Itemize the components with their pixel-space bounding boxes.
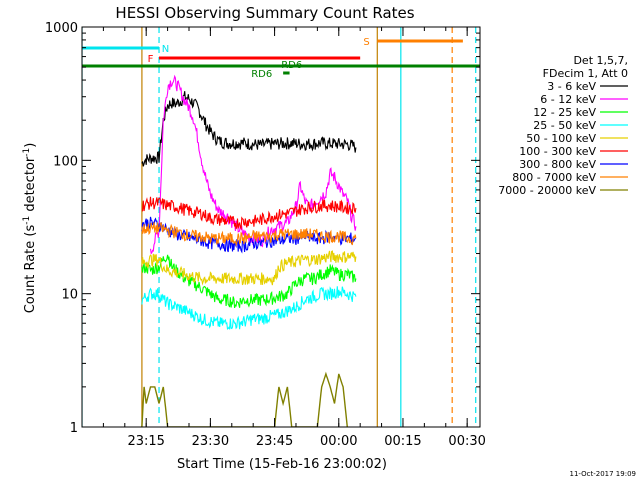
flag-label-s-2: S	[363, 37, 369, 48]
plot-area	[82, 27, 480, 427]
y-tick-label: 1000	[45, 21, 78, 36]
series-line-7	[141, 222, 357, 247]
y-axis-label-mid: detector	[23, 156, 38, 216]
x-tick-label: 00:15	[384, 434, 421, 449]
series-line-6	[141, 216, 357, 254]
plot-frame	[81, 26, 481, 428]
series-line-5	[141, 196, 357, 231]
flag-label-n-0: N	[162, 44, 169, 55]
y-axis-label: Count Rate (s-1 detector-1)	[22, 143, 38, 314]
y-tick-label: 10	[61, 288, 78, 303]
x-tick-label: 23:45	[256, 434, 293, 449]
legend-label: 12 - 25 keV	[533, 106, 596, 119]
legend-label: 100 - 300 keV	[519, 145, 596, 158]
legend-label: 6 - 12 keV	[540, 93, 596, 106]
y-axis-label-sup2: -1	[22, 148, 32, 157]
x-tick-label: 00:30	[448, 434, 485, 449]
series-line-0	[141, 91, 357, 167]
y-axis-label-sup1: -1	[22, 216, 32, 225]
legend-header-line-1: Det 1,5,7,	[573, 54, 628, 67]
x-tick-label: 23:30	[192, 434, 229, 449]
footer-timestamp: 11-Oct-2017 19:09	[570, 470, 636, 478]
legend-header-line-2: FDecim 1, Att 0	[543, 67, 628, 80]
flag-label-rd6-4: RD6	[251, 69, 272, 80]
legend-label: 800 - 7000 keV	[512, 171, 596, 184]
y-tick-label: 1	[70, 421, 78, 436]
flag-label-f-1: F	[148, 54, 154, 65]
x-tick-label: 00:00	[320, 434, 357, 449]
y-axis-label-end: )	[23, 143, 38, 148]
legend-label: 50 - 100 keV	[526, 132, 596, 145]
y-axis-label-main: Count Rate (s	[23, 225, 38, 314]
legend-label: 7000 - 20000 keV	[498, 184, 596, 197]
series-line-3	[141, 286, 357, 330]
series-line-4	[141, 250, 357, 286]
legend-label: 3 - 6 keV	[547, 80, 596, 93]
series-line-2	[141, 254, 357, 309]
flag-label-rd6-upper: RD6	[281, 60, 302, 71]
chart-title: HESSI Observing Summary Count Rates	[115, 4, 414, 22]
legend-label: 300 - 800 keV	[519, 158, 596, 171]
x-axis-label: Start Time (15-Feb-16 23:00:02)	[177, 457, 387, 472]
legend-label: 25 - 50 keV	[533, 119, 596, 132]
y-tick-label: 100	[53, 154, 78, 169]
x-tick-label: 23:15	[127, 434, 164, 449]
